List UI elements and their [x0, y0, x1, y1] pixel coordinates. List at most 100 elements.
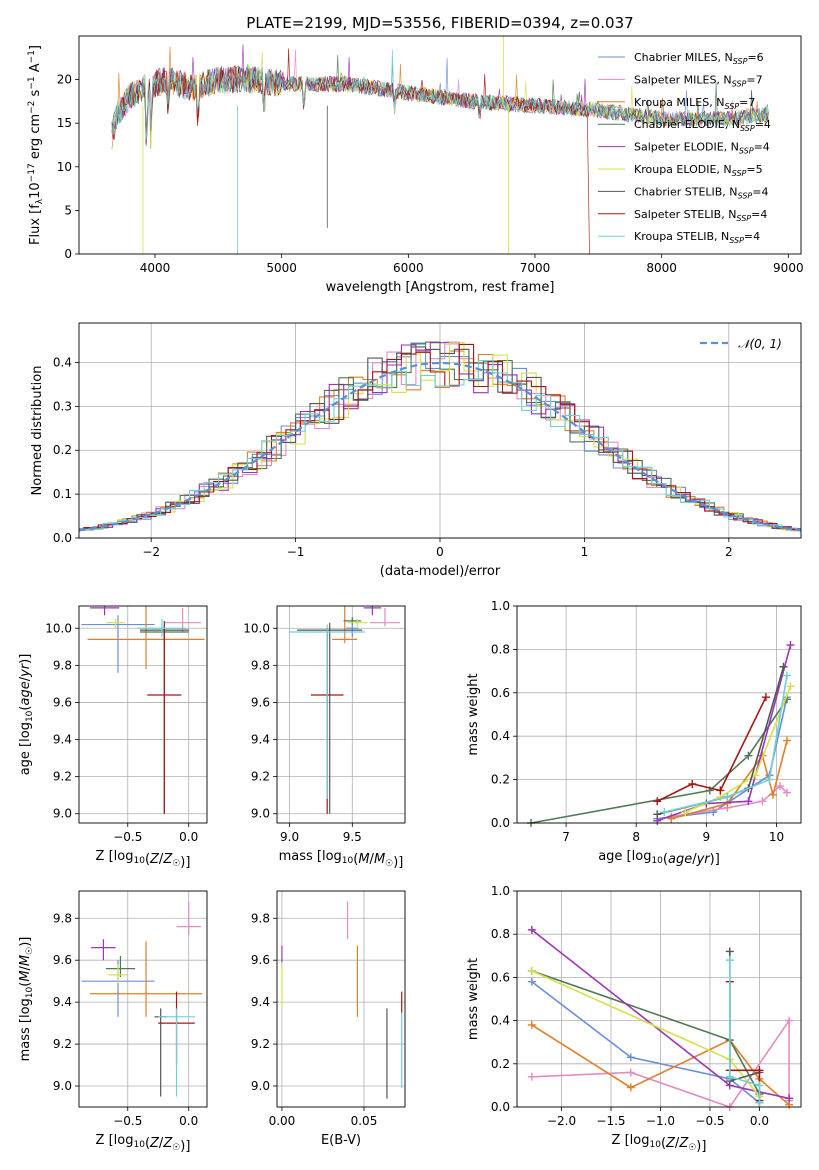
legend-sub: SSP [739, 147, 754, 156]
x-tick-label: 7 [562, 830, 570, 844]
label-part: Z [678, 1136, 689, 1151]
weight-line-1 [531, 981, 760, 1104]
weight-marker-9 [725, 1072, 734, 1081]
legend-entry-6: Kroupa ELODIE, NSSP=5 [634, 163, 763, 178]
weight-marker-2 [527, 1072, 536, 1081]
weight-marker-9 [725, 956, 734, 965]
weight-line-8 [656, 696, 767, 803]
axes-frame [78, 322, 802, 539]
legend-suffix: =5 [746, 163, 762, 176]
label-part: age [log [598, 849, 651, 864]
y-tick-label: 9.2 [251, 1037, 270, 1051]
label-part: E(B-V) [321, 1133, 361, 1148]
weight-marker-5 [744, 797, 753, 806]
label-part: ( [18, 706, 33, 711]
legend-suffix: =7 [746, 73, 762, 86]
y-tick-label: 0.0 [491, 816, 510, 830]
label-part: M [358, 852, 369, 867]
y-tick-label: 15 [57, 116, 72, 130]
weight-marker-9 [755, 1098, 764, 1107]
legend-suffix: =4 [751, 208, 767, 221]
legend-name: Chabrier STELIB, N [634, 185, 738, 198]
y-tick-label: 9.4 [251, 733, 270, 747]
legend-name: Salpeter ELODIE, N [634, 141, 739, 154]
weight-marker-1 [527, 977, 536, 986]
x-tick-label: −2.0 [547, 1114, 576, 1128]
legend-suffix: =7 [739, 96, 755, 109]
label-part: ☉ [385, 859, 393, 869]
x-tick-label: 0 [436, 545, 444, 559]
label-part: ] [28, 45, 43, 50]
label-part: / [370, 852, 375, 867]
y-tick-label: 0.4 [53, 355, 72, 369]
residual-hist-8 [79, 343, 801, 531]
label-part: )] [18, 654, 33, 664]
label-part: age [18, 681, 33, 705]
label-part: Z [162, 852, 173, 867]
label-part: 10 [25, 986, 35, 998]
label-part: Z [log [96, 1133, 134, 1148]
label-part: yr [18, 662, 33, 678]
legend-entry-3: Kroupa MILES, NSSP=7 [634, 96, 755, 111]
weight-marker-8 [761, 693, 770, 702]
y-tick-label: 0.8 [491, 642, 510, 656]
label-part: ( [353, 852, 358, 867]
label-part: / [159, 852, 164, 867]
label-part: −1 [27, 76, 37, 89]
label-part: Z [149, 1136, 160, 1151]
y-tick-label: 0.6 [491, 970, 510, 984]
y-tick-label: 0.0 [491, 1100, 510, 1114]
weight-marker-7 [779, 662, 788, 671]
label-part: ☉ [172, 1143, 180, 1153]
y-tick-label: 9.4 [251, 995, 270, 1009]
panel-spectrum: 4000 5000 6000 7000 8000 9000 0 5 10 15 20 waveleng… [27, 35, 804, 295]
label-part: mass [log [279, 849, 342, 864]
panel-mass_vs_z: −0.5 0.09.09.29.49.69.8Z [log10(Z/Z☉)]mas… [18, 890, 208, 1154]
legend-suffix: =4 [752, 185, 768, 198]
plot-area-residuals [79, 341, 801, 533]
y-tick-label: 9.2 [53, 1037, 72, 1051]
weight-line-6 [684, 686, 792, 813]
y-axis-label: mass [log10(M/M☉)] [18, 937, 35, 1062]
weight-line-9 [664, 675, 788, 813]
x-axis-label: age [log10(age/yr)] [598, 849, 720, 867]
weight-marker-9 [755, 1081, 764, 1090]
y-tick-label: 0.3 [53, 399, 72, 413]
label-part: −1 [27, 50, 37, 63]
y-tick-label: 9.0 [53, 807, 72, 821]
x-tick-label: −1.0 [646, 1114, 675, 1128]
weight-marker-8 [716, 786, 725, 795]
x-tick-label: 8 [632, 830, 640, 844]
weight-marker-2 [775, 782, 784, 791]
axes-frame [78, 605, 208, 824]
y-tick-label: 0.2 [491, 1057, 510, 1071]
y-tick-label: 9.6 [251, 695, 270, 709]
weight-marker-9 [660, 808, 669, 817]
x-tick-label: −0.5 [113, 1114, 142, 1128]
legend-entry-9: Kroupa STELIB, NSSP=4 [634, 230, 760, 245]
x-axis-label: (data-model)/error [380, 564, 501, 579]
figure-title: PLATE=2199, MJD=53556, FIBERID=0394, z=0… [246, 14, 633, 32]
weight-marker-8 [755, 1066, 764, 1075]
legend-name: Kroupa STELIB, N [634, 230, 729, 243]
x-tick-label: 0.0 [179, 830, 198, 844]
label-part: Z [log [612, 1133, 650, 1148]
x-tick-label: 8000 [646, 261, 677, 275]
x-tick-label: 9.0 [280, 830, 299, 844]
x-tick-label: 6000 [393, 261, 424, 275]
legend-sub: SSP [740, 124, 755, 133]
plot-area-age_vs_mass [289, 606, 400, 814]
y-tick-label: 9.8 [251, 911, 270, 925]
y-axis-label: Normed distribution [30, 366, 45, 496]
legend-sub: SSP [724, 102, 739, 111]
legend-entry-4: Chabrier ELODIE, NSSP=4 [634, 118, 771, 133]
legend-name: Chabrier MILES, N [634, 51, 733, 64]
weight-marker-8 [688, 779, 697, 788]
label-part: −2 [27, 101, 37, 114]
y-tick-label: 9.8 [53, 911, 72, 925]
legend-sub: SSP [732, 79, 747, 88]
axes-frame [276, 890, 406, 1108]
y-tick-label: 9.6 [251, 953, 270, 967]
legend-entry-7: Chabrier STELIB, NSSP=4 [634, 185, 768, 200]
weight-marker-9 [782, 671, 791, 680]
